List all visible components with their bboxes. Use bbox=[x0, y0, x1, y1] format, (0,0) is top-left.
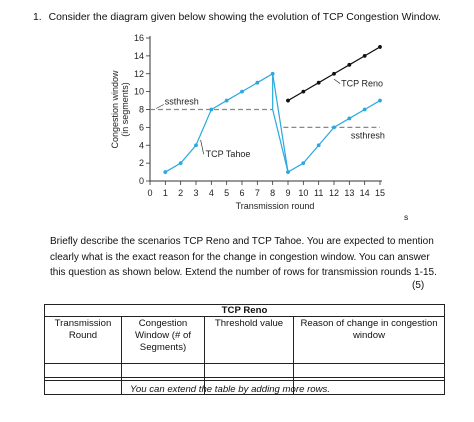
header-transmission-round: Transmission Round bbox=[44, 316, 122, 364]
x-tick-label: 12 bbox=[329, 188, 339, 198]
ssthresh-pointer bbox=[155, 104, 164, 109]
ssthresh-label: ssthresh bbox=[165, 97, 199, 107]
y-tick-label: 2 bbox=[139, 158, 144, 168]
points-value: (5) bbox=[412, 280, 425, 291]
table-cell[interactable] bbox=[293, 363, 445, 378]
y-tick-label: 0 bbox=[139, 176, 144, 186]
table-caption: TCP Reno bbox=[44, 304, 445, 317]
y-tick-label: 8 bbox=[139, 105, 144, 115]
tcp-tahoe-point bbox=[178, 161, 183, 166]
x-tick-label: 8 bbox=[270, 188, 275, 198]
y-tick-label: 16 bbox=[134, 33, 144, 43]
tcp-tahoe-point bbox=[332, 125, 336, 130]
x-tick-label: 14 bbox=[360, 188, 370, 198]
table-cell[interactable] bbox=[44, 380, 122, 395]
tcp-congestion-chart: 0 1 2 3 4 5 6 7 8 9 10 11 12 13 14 150246810121416Trans… bbox=[110, 33, 385, 211]
x-axis-label: Transmission round bbox=[236, 201, 315, 211]
answer-table: TCP Reno Transmission Round Congestion W… bbox=[44, 304, 445, 395]
drop-connector bbox=[272, 109, 289, 173]
tcp-tahoe-point bbox=[316, 143, 321, 148]
x-tick-label: 1 bbox=[163, 188, 168, 198]
x-tick-label: 9 bbox=[285, 188, 290, 198]
tcp-tahoe-point bbox=[163, 170, 168, 174]
table-row bbox=[44, 380, 445, 395]
tcp-reno-label: TCP Reno bbox=[341, 79, 383, 89]
y-axis-label: Congestion window bbox=[110, 70, 120, 149]
stray-mark: s bbox=[404, 212, 409, 222]
tcp-tahoe-point bbox=[194, 143, 198, 148]
tcp-reno-point bbox=[316, 80, 321, 85]
question-prompt: Briefly describe the scenarios TCP Reno … bbox=[50, 236, 437, 278]
header-reason-of-change: Reason of change in congestion window bbox=[293, 316, 445, 364]
question-text: Consider the diagram given below showing… bbox=[48, 12, 441, 23]
tcp-reno-point bbox=[378, 45, 382, 49]
table-cell[interactable] bbox=[204, 363, 294, 378]
table-note: You can extend the table by adding more … bbox=[130, 384, 330, 395]
y-tick-label: 12 bbox=[134, 69, 144, 79]
table-cell[interactable] bbox=[293, 380, 445, 395]
y-tick-label: 14 bbox=[134, 51, 144, 61]
reno-pointer bbox=[333, 78, 341, 84]
tcp-reno-point bbox=[347, 62, 352, 67]
tcp-reno-point bbox=[332, 71, 336, 76]
tcp-tahoe-point bbox=[224, 98, 229, 103]
x-tick-label: 10 bbox=[298, 188, 308, 198]
tcp-tahoe-point bbox=[301, 161, 306, 166]
tahoe-pointer bbox=[200, 139, 205, 155]
table-cell[interactable] bbox=[44, 363, 122, 378]
x-tick-label: 6 bbox=[239, 188, 244, 198]
x-tick-label: 13 bbox=[344, 188, 354, 198]
question-title: 1. Consider the diagram given below show… bbox=[33, 12, 441, 23]
question-number: 1. bbox=[33, 12, 42, 23]
x-tick-label: 7 bbox=[255, 188, 260, 198]
y-tick-label: 6 bbox=[139, 122, 144, 132]
tcp-reno-point bbox=[301, 89, 306, 94]
y-axis-label-units: (in segments) bbox=[120, 82, 130, 137]
tcp-tahoe-point bbox=[209, 107, 214, 112]
ssthresh-label: ssthresh bbox=[351, 130, 385, 140]
x-tick-label: 4 bbox=[209, 188, 214, 198]
tcp-tahoe-point bbox=[378, 98, 382, 103]
tcp-reno-point bbox=[286, 98, 290, 103]
header-congestion-window: Congestion Window (# of Segments) bbox=[121, 316, 205, 364]
x-tick-label: 11 bbox=[314, 188, 323, 198]
tcp-tahoe-point bbox=[362, 107, 367, 112]
x-tick-label: 0 bbox=[147, 188, 152, 198]
tcp-tahoe-point bbox=[347, 116, 352, 121]
x-tick-label: 15 bbox=[375, 188, 385, 198]
header-threshold-value: Threshold value bbox=[204, 316, 294, 364]
tcp-reno-point bbox=[362, 53, 367, 58]
x-tick-label: 5 bbox=[224, 188, 229, 198]
y-tick-label: 10 bbox=[134, 87, 144, 97]
tcp-tahoe-point bbox=[270, 71, 275, 76]
tcp-tahoe-point bbox=[255, 80, 260, 85]
tcp-tahoe-label: TCP Tahoe bbox=[206, 149, 251, 159]
x-tick-label: 3 bbox=[193, 188, 198, 198]
table-cell[interactable] bbox=[121, 363, 205, 378]
x-tick-label: 2 bbox=[178, 188, 183, 198]
tcp-tahoe-point bbox=[240, 89, 244, 94]
y-tick-label: 4 bbox=[139, 140, 144, 150]
table-row bbox=[44, 363, 445, 378]
tcp-tahoe-point bbox=[286, 170, 290, 174]
